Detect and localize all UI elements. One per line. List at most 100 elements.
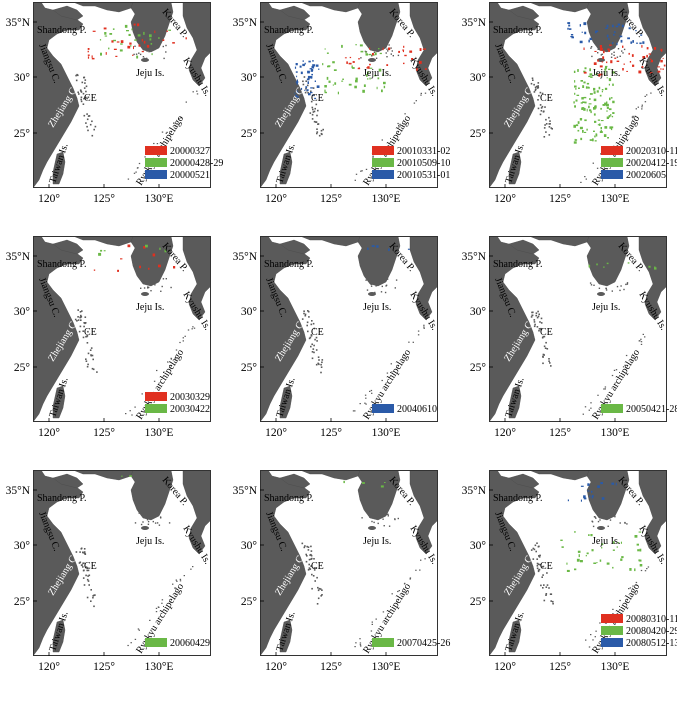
bloom-patch <box>295 63 298 66</box>
bloom-patch <box>578 87 580 89</box>
lon-tick-label: 130°E <box>372 427 401 439</box>
legend-swatch <box>601 404 623 413</box>
bloom-patch <box>332 61 335 64</box>
bloom-patch <box>583 497 587 500</box>
bloom-patch <box>589 98 591 100</box>
bloom-patch <box>127 244 131 248</box>
bloom-patch <box>600 120 604 122</box>
bloom-patch <box>615 482 617 486</box>
bloom-patch <box>100 52 102 56</box>
bloom-patch <box>384 482 386 483</box>
map-panel: Shandong P. Korea P. Jiangsu C. Jeju Is. Kyu… <box>233 470 450 686</box>
label-shandong: Shandong P. <box>37 25 86 36</box>
bloom-patch <box>591 496 594 499</box>
bloom-patch <box>608 108 612 111</box>
lon-tick-label: 125° <box>320 661 342 673</box>
bloom-patch <box>604 66 608 69</box>
lon-tick-label: 125° <box>93 661 115 673</box>
bloom-patch <box>87 56 90 59</box>
bloom-patch <box>599 65 603 68</box>
bloom-patch <box>367 247 369 250</box>
legend-label: 20000428-29 <box>170 158 223 169</box>
bloom-patch <box>104 35 108 37</box>
bloom-patch <box>326 52 329 54</box>
bloom-patch <box>143 31 145 35</box>
legend-label: 20000327 <box>170 146 210 157</box>
bloom-patch <box>98 252 102 256</box>
bloom-patch <box>306 78 310 81</box>
label-jeju: Jeju Is. <box>136 68 164 79</box>
bloom-patches <box>294 44 427 100</box>
coastal-islands <box>530 279 646 415</box>
legend-label: 20030329 <box>170 392 210 403</box>
label-ce: CE <box>540 93 553 104</box>
lat-tick-label: 35°N <box>6 17 31 29</box>
bloom-patch <box>584 31 587 35</box>
shandong-peninsula <box>508 239 540 255</box>
label-ce: CE <box>84 327 97 338</box>
bloom-patch <box>576 558 580 562</box>
legend-swatch <box>145 638 167 647</box>
bloom-patch <box>127 45 131 49</box>
lat-tick-label: 30° <box>14 72 31 84</box>
bloom-patch <box>583 495 586 499</box>
bloom-patch <box>651 59 653 62</box>
lat-tick-label: 35°N <box>233 485 258 497</box>
bloom-patch <box>308 93 311 96</box>
bloom-patch <box>296 82 298 84</box>
bloom-patch <box>580 80 583 82</box>
bloom-patch <box>606 61 608 64</box>
lon-tick-label: 120° <box>494 661 516 673</box>
bloom-patch <box>108 47 110 50</box>
lon-tick-label: 130°E <box>601 193 630 205</box>
lat-tick-label: 30° <box>241 306 258 318</box>
bloom-patch <box>131 28 133 31</box>
bloom-patch <box>650 61 653 63</box>
bloom-patch <box>352 67 355 69</box>
bloom-patch <box>365 53 368 56</box>
map-svg: Shandong P. Korea P.Jiangsu C. Jeju Is. Kyu… <box>233 470 450 673</box>
bloom-patch <box>149 38 152 41</box>
bloom-patch <box>311 73 313 76</box>
bloom-patch <box>308 60 311 63</box>
bloom-patch <box>185 37 187 40</box>
bloom-patch <box>416 67 418 71</box>
bloom-patch <box>586 128 588 131</box>
map-panel: Shandong P. Korea P. Jiangsu C. Jeju Is. Kyu… <box>462 470 677 686</box>
bloom-patch <box>132 54 134 56</box>
bloom-patch <box>608 83 610 86</box>
korea-peninsula <box>130 237 174 287</box>
bloom-patch <box>355 79 358 83</box>
legend-swatch <box>601 638 623 647</box>
bloom-patch <box>594 31 597 34</box>
legend: 20050421-28 <box>601 404 677 415</box>
bloom-patch <box>617 542 620 544</box>
bloom-patch <box>307 75 311 79</box>
lat-tick-label: 30° <box>470 306 487 318</box>
bloom-patch <box>374 52 377 56</box>
bloom-patch <box>316 85 320 88</box>
bloom-patch <box>307 81 309 84</box>
bloom-patch <box>378 48 380 50</box>
bloom-patch <box>596 562 598 564</box>
bloom-patch <box>378 68 382 72</box>
legend-label: 20020412-19 <box>626 158 677 169</box>
bloom-patch <box>604 102 607 106</box>
bloom-patch <box>334 82 337 85</box>
legend-swatch <box>601 626 623 635</box>
bloom-patch <box>606 77 608 79</box>
taiwan-island <box>508 151 522 185</box>
bloom-patch <box>365 51 367 54</box>
bloom-patch <box>369 67 373 69</box>
bloom-patch <box>372 53 374 56</box>
bloom-patch <box>660 59 663 63</box>
bloom-patch <box>141 50 144 53</box>
lat-tick-label: 30° <box>14 540 31 552</box>
label-jeju: Jeju Is. <box>592 302 620 313</box>
bloom-patch <box>574 80 576 83</box>
coastal-islands <box>301 513 426 648</box>
lon-tick-label: 120° <box>38 661 60 673</box>
bloom-patch <box>126 30 129 32</box>
bloom-patch <box>596 72 598 75</box>
bloom-patch <box>595 30 599 33</box>
